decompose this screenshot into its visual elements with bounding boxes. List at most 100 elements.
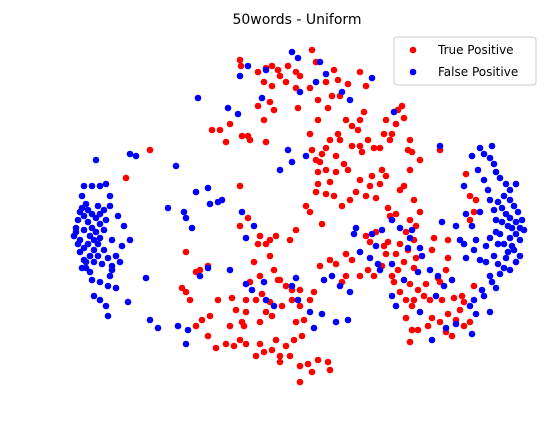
point-false-positive-90: [204, 264, 212, 272]
point-false-positive-190: [506, 196, 514, 204]
point-false-positive-133: [492, 284, 500, 292]
point-false-positive-101: [306, 308, 314, 316]
point-true-positive-164: [204, 332, 212, 340]
point-false-positive-215: [346, 96, 354, 104]
point-true-positive-132: [256, 318, 264, 326]
point-false-positive-36: [76, 248, 84, 256]
point-true-positive-230: [458, 292, 466, 300]
point-false-positive-223: [234, 110, 242, 118]
point-false-positive-77: [172, 162, 180, 170]
point-true-positive-61: [416, 208, 424, 216]
legend-box: [393, 36, 537, 86]
point-false-positive-51: [96, 210, 104, 218]
point-true-positive-201: [366, 238, 374, 246]
point-true-positive-73: [356, 176, 364, 184]
point-false-positive-235: [396, 224, 404, 232]
point-false-positive-47: [90, 246, 98, 254]
point-false-positive-169: [502, 210, 510, 218]
point-false-positive-97: [270, 302, 278, 310]
point-false-positive-200: [504, 222, 512, 230]
point-true-positive-222: [406, 338, 414, 346]
point-true-positive-158: [272, 336, 280, 344]
point-true-positive-56: [416, 156, 424, 164]
point-false-positive-172: [500, 192, 508, 200]
point-true-positive-191: [342, 250, 350, 258]
point-true-positive-74: [352, 188, 360, 196]
point-true-positive-226: [424, 322, 432, 330]
point-false-positive-205: [462, 210, 470, 218]
point-true-positive-235: [448, 332, 456, 340]
point-false-positive-155: [490, 252, 498, 260]
point-false-positive-152: [486, 234, 494, 242]
point-true-positive-118: [262, 240, 270, 248]
point-false-positive-216: [338, 88, 346, 96]
point-false-positive-151: [482, 242, 490, 250]
point-true-positive-70: [382, 172, 390, 180]
point-true-positive-46: [376, 144, 384, 152]
point-false-positive-7: [106, 192, 114, 200]
point-true-positive-253: [146, 146, 154, 154]
point-false-positive-208: [288, 48, 296, 56]
point-true-positive-113: [236, 182, 244, 190]
point-true-positive-62: [406, 216, 414, 224]
point-true-positive-228: [438, 296, 446, 304]
point-false-positive-211: [322, 70, 330, 78]
point-false-positive-73: [104, 254, 112, 262]
point-true-positive-4: [268, 62, 276, 70]
point-true-positive-187: [276, 276, 284, 284]
point-true-positive-223: [414, 326, 422, 334]
point-false-positive-75: [126, 150, 134, 158]
legend-marker-true-positive: [409, 46, 417, 54]
point-false-positive-81: [182, 214, 190, 222]
point-true-positive-213: [394, 266, 402, 274]
point-false-positive-15: [106, 272, 114, 280]
point-true-positive-186: [310, 288, 318, 296]
point-false-positive-234: [388, 216, 396, 224]
point-true-positive-52: [400, 114, 408, 122]
point-false-positive-188: [490, 206, 498, 214]
point-false-positive-6: [102, 180, 110, 188]
point-false-positive-58: [84, 240, 92, 248]
point-false-positive-230: [372, 242, 380, 250]
point-false-positive-87: [238, 208, 246, 216]
point-false-positive-233: [350, 230, 358, 238]
point-false-positive-160: [516, 252, 524, 260]
point-false-positive-150: [472, 236, 480, 244]
legend-label-false-positive: False Positive: [438, 65, 518, 79]
point-true-positive-171: [232, 306, 240, 314]
point-true-positive-76: [338, 202, 346, 210]
point-false-positive-21: [96, 296, 104, 304]
point-false-positive-119: [406, 234, 414, 242]
point-false-positive-225: [284, 146, 292, 154]
point-false-positive-5: [96, 182, 104, 190]
point-false-positive-66: [106, 202, 114, 210]
point-true-positive-69: [376, 180, 384, 188]
point-false-positive-25: [142, 274, 150, 282]
point-true-positive-215: [390, 278, 398, 286]
point-true-positive-231: [456, 306, 464, 314]
point-true-positive-23: [266, 98, 274, 106]
point-false-positive-8: [114, 212, 122, 220]
point-true-positive-219: [408, 302, 416, 310]
point-true-positive-114: [244, 214, 252, 222]
point-false-positive-72: [98, 260, 106, 268]
point-false-positive-0: [92, 156, 100, 164]
point-true-positive-204: [384, 238, 392, 246]
point-false-positive-40: [78, 204, 86, 212]
point-true-positive-14: [344, 80, 352, 88]
point-true-positive-20: [282, 78, 290, 86]
point-false-positive-185: [480, 176, 488, 184]
point-true-positive-84: [318, 150, 326, 158]
point-false-positive-122: [414, 268, 422, 276]
point-false-positive-54: [84, 206, 92, 214]
point-true-positive-134: [268, 312, 276, 320]
point-false-positive-46: [94, 240, 102, 248]
point-false-positive-39: [86, 268, 94, 276]
point-true-positive-98: [314, 116, 322, 124]
point-false-positive-195: [516, 236, 524, 244]
point-false-positive-163: [500, 240, 508, 248]
point-true-positive-111: [470, 208, 478, 216]
point-true-positive-57: [406, 166, 414, 174]
point-true-positive-102: [334, 76, 342, 84]
point-true-positive-202: [362, 232, 370, 240]
